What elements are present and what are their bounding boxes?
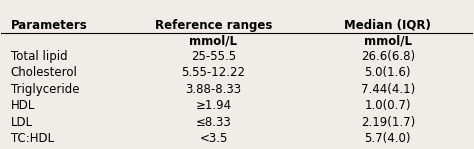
Text: Cholesterol: Cholesterol xyxy=(11,66,78,79)
Text: Parameters: Parameters xyxy=(11,18,88,32)
Text: 5.55-12.22: 5.55-12.22 xyxy=(182,66,246,79)
Text: 5.7(4.0): 5.7(4.0) xyxy=(365,132,411,145)
Text: 25-55.5: 25-55.5 xyxy=(191,50,236,63)
Text: 5.0(1.6): 5.0(1.6) xyxy=(365,66,411,79)
Text: ≥1.94: ≥1.94 xyxy=(195,99,231,112)
Text: Reference ranges
mmol/L: Reference ranges mmol/L xyxy=(155,18,272,48)
Text: TC:HDL: TC:HDL xyxy=(11,132,54,145)
Text: 2.19(1.7): 2.19(1.7) xyxy=(361,116,415,129)
Text: ≤8.33: ≤8.33 xyxy=(196,116,231,129)
Text: Total lipid: Total lipid xyxy=(11,50,67,63)
Text: LDL: LDL xyxy=(11,116,33,129)
Text: HDL: HDL xyxy=(11,99,35,112)
Text: Median (IQR)
mmol/L: Median (IQR) mmol/L xyxy=(344,18,431,48)
Text: <3.5: <3.5 xyxy=(199,132,228,145)
Text: 7.44(4.1): 7.44(4.1) xyxy=(361,83,415,96)
Text: Triglyceride: Triglyceride xyxy=(11,83,79,96)
Text: 3.88-8.33: 3.88-8.33 xyxy=(185,83,241,96)
Text: 1.0(0.7): 1.0(0.7) xyxy=(365,99,411,112)
Text: 26.6(6.8): 26.6(6.8) xyxy=(361,50,415,63)
